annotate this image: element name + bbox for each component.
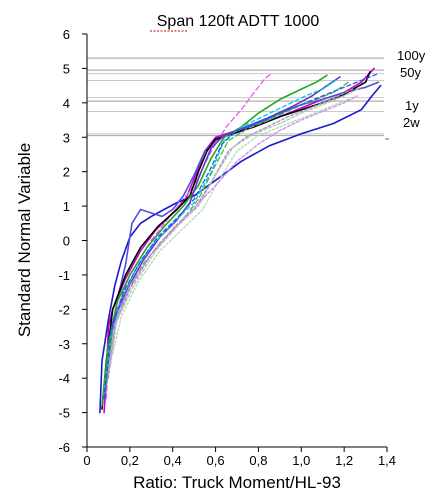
y-tick-label: 4 — [63, 96, 70, 111]
series-line-14 — [103, 72, 380, 400]
x-tick-label: 1,2 — [335, 453, 353, 468]
series-layer — [99, 67, 382, 414]
y-tick-label: 1 — [63, 199, 70, 214]
series-line-5 — [101, 71, 371, 410]
series-line-4 — [107, 81, 380, 362]
y-tick-label: 6 — [63, 27, 70, 42]
y-tick-label: 5 — [63, 61, 70, 76]
series-line-9 — [105, 81, 350, 386]
y-tick-label: 2 — [63, 165, 70, 180]
y-tick-label: -3 — [58, 337, 70, 352]
x-tick-label: 0,2 — [121, 453, 139, 468]
y-tick-label: -4 — [58, 371, 70, 386]
series-line-13 — [107, 95, 358, 372]
y-tick-label: 3 — [63, 130, 70, 145]
y-tick-label: -2 — [58, 302, 70, 317]
series-line-6 — [101, 74, 328, 407]
x-tick-label: 0,6 — [207, 453, 225, 468]
axes — [86, 34, 387, 448]
return-period-label-50y: 50y — [400, 65, 421, 80]
x-axis-title: Ratio: Truck Moment/HL-93 — [133, 473, 341, 492]
return-period-label-100y: 100y — [397, 48, 426, 63]
series-line-8 — [103, 79, 337, 397]
series-line-7 — [105, 76, 341, 379]
y-ticks: -6 -5 -4 -3 -2 -1 0 1 2 3 4 5 6 — [58, 27, 87, 455]
x-tick-label: 0 — [83, 453, 90, 468]
x-ticks: 0 0,2 0,4 0,6 0,8 1,0 1,2 1,4 — [83, 447, 396, 468]
y-tick-label: -5 — [58, 406, 70, 421]
y-axis-title: Standard Normal Variable — [15, 143, 34, 337]
series-line-10 — [107, 88, 354, 379]
x-tick-label: 1,4 — [378, 453, 396, 468]
x-tick-label: 1,0 — [292, 453, 310, 468]
reference-lines — [87, 57, 384, 137]
series-line-11 — [109, 86, 362, 366]
series-line-3 — [99, 84, 382, 414]
chart-title: Span 120ft ADTT 1000 — [157, 13, 320, 30]
return-period-label-1y: 1y — [405, 98, 419, 113]
series-line-1 — [103, 67, 375, 414]
return-period-label-2w: 2w — [403, 115, 420, 130]
return-period-labels: 100y 50y 1y 2w — [385, 48, 426, 140]
y-tick-label: -1 — [58, 268, 70, 283]
x-tick-label: 0,4 — [164, 453, 182, 468]
y-tick-label: -6 — [58, 440, 70, 455]
x-tick-label: 0,8 — [249, 453, 267, 468]
series-line-12 — [112, 98, 350, 355]
y-tick-label: 0 — [63, 234, 70, 249]
